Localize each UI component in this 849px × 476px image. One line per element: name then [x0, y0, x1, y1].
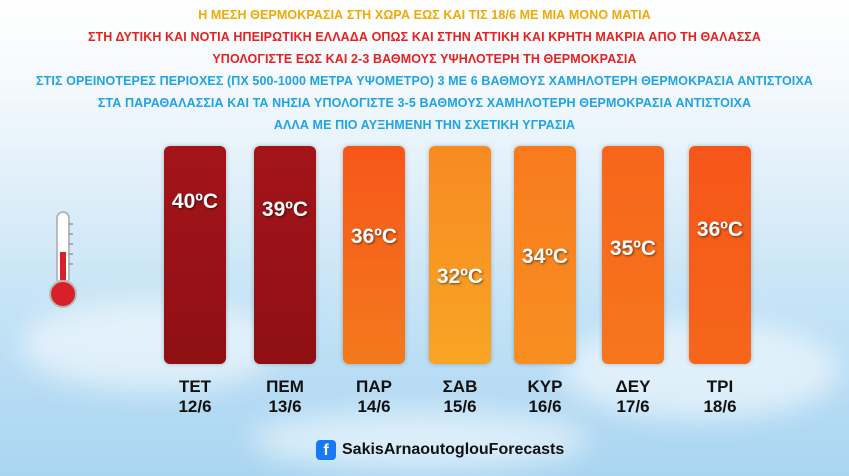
cloud-decoration — [250, 410, 590, 470]
date-label: 15/6 — [443, 397, 477, 416]
cloud-decoration — [20, 300, 280, 390]
temperature-bar — [689, 146, 751, 364]
day-label: ΠΑΡ — [356, 377, 392, 396]
header-line-5: ΣΤΑ ΠΑΡΑΘΑΛΑΣΣΙΑ ΚΑΙ ΤΑ ΝΗΣΙΑ ΥΠΟΛΟΓΙΣΤΕ… — [97, 96, 752, 110]
temperature-label: 32ºC — [436, 265, 484, 288]
day-label: ΣΑΒ — [442, 377, 478, 396]
date-label: 13/6 — [268, 397, 302, 416]
temperature-bar — [602, 146, 664, 364]
day-label: ΤΕΤ — [178, 377, 212, 396]
day-label: ΤΡΙ — [706, 377, 734, 396]
header-line-6: ΑΛΛΑ ΜΕ ΠΙΟ ΑΥΞΗΜΕΝΗ ΤΗΝ ΣΧΕΤΙΚΗ ΥΓΡΑΣΙΑ — [273, 118, 576, 132]
temperature-bar — [254, 146, 316, 364]
day-label: ΠΕΜ — [266, 377, 304, 396]
header-line-1: Η ΜΕΣΗ ΘΕΡΜΟΚΡΑΣΙΑ ΣΤΗ ΧΩΡΑ ΕΩΣ ΚΑΙ ΤΙΣ … — [198, 8, 651, 22]
date-label: 17/6 — [616, 397, 650, 416]
temperature-label: 36ºC — [696, 218, 744, 241]
date-label: 18/6 — [703, 397, 737, 416]
temperature-label: 40ºC — [171, 190, 219, 213]
header-line-2: ΣΤΗ ΔΥΤΙΚΗ ΚΑΙ ΝΟΤΙΑ ΗΠΕΙΡΩΤΙΚΗ ΕΛΛΑΔΑ Ο… — [87, 30, 762, 44]
temperature-label: 35ºC — [609, 237, 657, 260]
header-line-3: ΥΠΟΛΟΓΙΣΤΕ ΕΩΣ ΚΑΙ 2-3 ΒΑΘΜΟΥΣ ΥΨΗΛΟΤΕΡΗ… — [212, 52, 637, 66]
temperature-label: 36ºC — [350, 225, 398, 248]
temperature-label: 39ºC — [261, 198, 309, 221]
footer: f SakisArnaoutoglouForecasts — [316, 440, 564, 460]
temperature-label: 34ºC — [521, 245, 569, 268]
date-label: 14/6 — [357, 397, 391, 416]
date-label: 12/6 — [178, 397, 212, 416]
date-label: 16/6 — [528, 397, 562, 416]
facebook-handle[interactable]: SakisArnaoutoglouForecasts — [342, 441, 565, 458]
day-label: ΚΥΡ — [527, 377, 563, 396]
temperature-bar — [343, 146, 405, 364]
temperature-bar — [514, 146, 576, 364]
header-line-4: ΣΤΙΣ ΟΡΕΙΝΟΤΕΡΕΣ ΠΕΡΙΟΧΕΣ (ΠΧ 500-1000 Μ… — [36, 74, 813, 88]
day-label: ΔΕΥ — [615, 377, 651, 396]
thermometer-icon — [49, 211, 77, 308]
facebook-icon[interactable]: f — [316, 440, 336, 460]
temperature-bar — [429, 146, 491, 364]
temperature-bar — [164, 146, 226, 364]
